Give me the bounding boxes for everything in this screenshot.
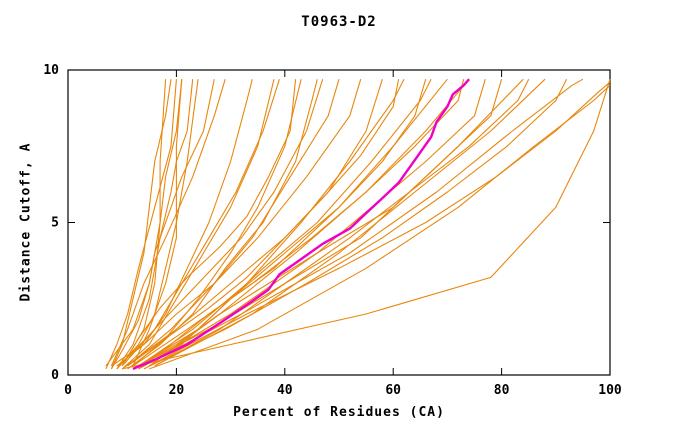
model-25 bbox=[116, 79, 362, 367]
model-11 bbox=[138, 78, 405, 367]
model-27 bbox=[132, 79, 465, 367]
model-01 bbox=[110, 79, 172, 370]
model-32 bbox=[121, 79, 297, 367]
model-28 bbox=[154, 78, 530, 367]
model-22 bbox=[110, 79, 226, 367]
model-36 bbox=[132, 79, 183, 367]
model-13 bbox=[143, 78, 448, 367]
model-29 bbox=[143, 78, 568, 370]
model-33 bbox=[127, 79, 400, 367]
y-tick-label: 0 bbox=[51, 368, 59, 383]
model-19 bbox=[149, 84, 611, 370]
model-31 bbox=[116, 79, 194, 370]
model-21 bbox=[105, 79, 177, 370]
model-16 bbox=[143, 78, 524, 367]
y-tick-label: 5 bbox=[51, 216, 59, 231]
x-tick-label: 60 bbox=[385, 383, 401, 398]
highlighted-model bbox=[132, 78, 470, 371]
chart-title: T0963-D2 bbox=[301, 14, 377, 30]
model-24 bbox=[127, 79, 318, 370]
x-tick-label: 40 bbox=[277, 383, 293, 398]
x-tick-label: 20 bbox=[169, 383, 185, 398]
model-06 bbox=[121, 79, 275, 370]
y-tick-label: 10 bbox=[43, 63, 59, 78]
x-axis-label: Percent of Residues (CA) bbox=[233, 405, 445, 420]
model-02 bbox=[105, 79, 183, 367]
model-35 bbox=[110, 79, 215, 370]
model-05 bbox=[111, 79, 253, 367]
model-17 bbox=[154, 78, 546, 367]
model-30 bbox=[149, 81, 611, 367]
model-34 bbox=[132, 79, 486, 370]
x-tick-label: 80 bbox=[494, 383, 510, 398]
model-03 bbox=[116, 79, 199, 370]
model-26 bbox=[138, 79, 427, 370]
x-tick-label: 0 bbox=[64, 383, 72, 398]
x-tick-label: 100 bbox=[598, 383, 622, 398]
model-20 bbox=[122, 79, 611, 370]
model-23 bbox=[121, 79, 280, 367]
model-09 bbox=[127, 79, 340, 367]
